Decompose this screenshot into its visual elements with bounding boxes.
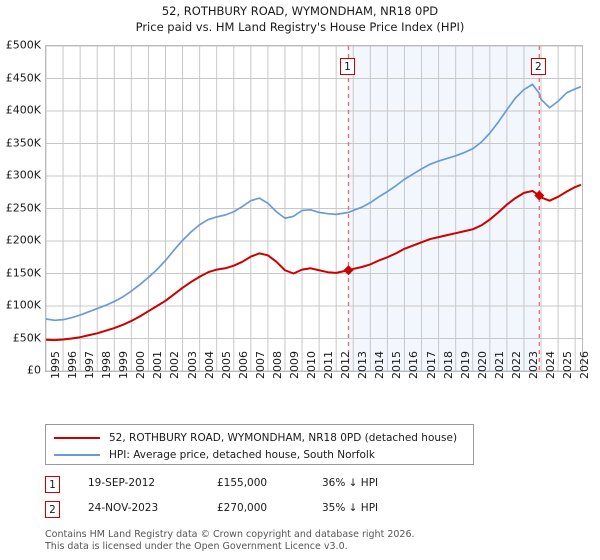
transaction-hpi-delta: 35% ↓ HPI (322, 502, 379, 514)
transaction-row[interactable]: 2 24-NOV-2023 £270,000 35% ↓ HPI (45, 499, 495, 524)
legend-swatch-hpi (54, 453, 100, 456)
chart-svg (46, 46, 582, 371)
transaction-date: 19-SEP-2012 (88, 477, 156, 489)
x-axis-tick-label: 1996 (66, 351, 80, 379)
x-axis-tick-label: 2009 (287, 351, 301, 379)
title-line-1: 52, ROTHBURY ROAD, WYMONDHAM, NR18 0PD (161, 4, 439, 18)
transaction-row[interactable]: 1 19-SEP-2012 £155,000 36% ↓ HPI (45, 474, 495, 499)
x-axis-tick-label: 2012 (339, 351, 353, 379)
transaction-list: 1 19-SEP-2012 £155,000 36% ↓ HPI 2 24-NO… (45, 474, 495, 524)
y-axis-tick-label: £450K (5, 71, 41, 84)
x-axis-tick-label: 2002 (168, 351, 182, 379)
x-axis-tick-label: 2015 (390, 351, 404, 379)
x-axis-tick-label: 2024 (544, 351, 558, 379)
transaction-marker-number: 2 (45, 501, 60, 518)
x-axis-tick-label: 1998 (100, 351, 114, 379)
transaction-price: £270,000 (217, 502, 268, 514)
x-axis-tick-label: 2020 (475, 351, 489, 379)
x-axis-tick-label: 2026 (578, 351, 592, 379)
series-line-hpi (46, 83, 582, 322)
page-title: 52, ROTHBURY ROAD, WYMONDHAM, NR18 0PD P… (0, 3, 600, 35)
transaction-point (534, 190, 545, 201)
y-axis-tick-label: £50K (12, 331, 41, 344)
chart-container: £0 £50K £100K £150K £200K £250K £300K £350K £400… (0, 38, 600, 380)
x-axis-tick-label: 2013 (356, 351, 370, 379)
y-axis-tick-label: £200K (5, 233, 41, 247)
x-axis-tick-label: 2001 (151, 351, 165, 379)
x-axis-tick-label: 2017 (424, 351, 438, 379)
y-axis-tick-label: £150K (5, 266, 41, 279)
chart-marker-badge[interactable]: 1 (339, 58, 355, 75)
x-axis-tick-label: 2023 (526, 351, 540, 379)
y-axis-tick-label: £350K (5, 136, 41, 149)
legend-item-property: 52, ROTHBURY ROAD, WYMONDHAM, NR18 0PD (… (54, 429, 457, 446)
y-axis-tick-label: £400K (5, 103, 41, 117)
x-axis-tick-label: 2006 (236, 351, 250, 379)
y-axis-labels: £0 £50K £100K £150K £200K £250K £300K £350K £400… (0, 38, 41, 380)
legend-label-property: 52, ROTHBURY ROAD, WYMONDHAM, NR18 0PD (… (109, 431, 458, 444)
x-axis-tick-label: 2018 (441, 351, 455, 379)
x-axis-tick-label: 2011 (322, 351, 336, 379)
x-axis-tick-label: 2022 (509, 351, 523, 379)
transaction-point (343, 265, 354, 276)
x-axis-tick-label: 1995 (49, 351, 62, 379)
series-line-property (46, 184, 582, 342)
x-axis-tick-label: 2016 (407, 351, 421, 379)
footer-line-2: This data is licensed under the Open Gov… (45, 540, 348, 552)
transaction-price: £155,000 (217, 477, 268, 489)
y-axis-tick-label: £500K (5, 38, 41, 52)
legend-label-hpi: HPI: Average price, detached house, Sout… (109, 448, 375, 461)
x-axis-tick-label: 2025 (561, 351, 575, 379)
transaction-marker-number: 1 (45, 476, 60, 493)
x-axis-tick-label: 2000 (134, 351, 148, 379)
x-axis-tick-label: 2014 (373, 351, 387, 379)
title-line-2: Price paid vs. HM Land Registry's House … (135, 20, 465, 34)
x-axis-tick-label: 2003 (185, 351, 199, 379)
x-axis-tick-label: 2019 (458, 351, 472, 379)
x-axis-tick-label: 1999 (117, 351, 131, 379)
y-axis-tick-label: £0 (27, 363, 41, 377)
x-axis-tick-label: 1997 (83, 351, 97, 379)
x-axis-tick-label: 2007 (253, 351, 267, 379)
x-axis-tick-label: 2010 (305, 351, 319, 379)
legend-swatch-property (54, 436, 100, 439)
footer-attribution: Contains HM Land Registry data © Crown c… (45, 529, 585, 552)
footer-line-1: Contains HM Land Registry data © Crown c… (45, 529, 415, 540)
x-axis-tick-label: 2004 (202, 351, 216, 379)
legend-item-hpi: HPI: Average price, detached house, Sout… (54, 446, 375, 463)
chart-legend: 52, ROTHBURY ROAD, WYMONDHAM, NR18 0PD (… (45, 424, 474, 465)
x-axis-tick-label: 2005 (219, 351, 233, 379)
transaction-hpi-delta: 36% ↓ HPI (322, 477, 379, 489)
chart-marker-badge[interactable]: 2 (530, 58, 546, 75)
transaction-date: 24-NOV-2023 (88, 502, 159, 514)
y-axis-tick-label: £250K (5, 201, 41, 214)
y-axis-tick-label: £100K (5, 298, 41, 312)
plot-area[interactable] (45, 45, 583, 372)
x-axis-tick-label: 2021 (492, 351, 506, 379)
y-axis-tick-label: £300K (5, 168, 41, 182)
x-axis-tick-label: 2008 (270, 351, 284, 379)
